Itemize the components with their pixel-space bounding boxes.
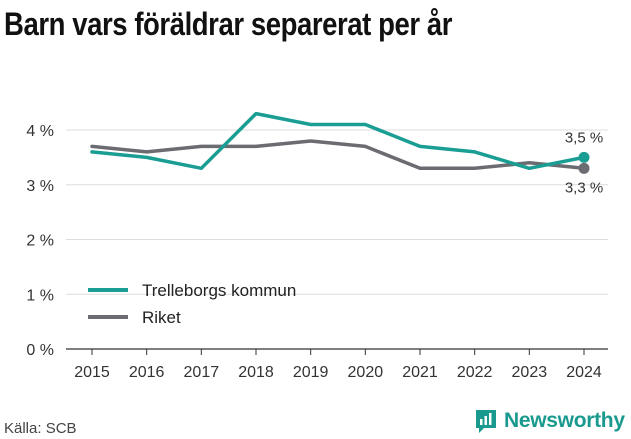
y-tick-label: 1 % [26, 287, 54, 304]
end-value-label: 3,5 % [565, 129, 603, 146]
x-tick-label: 2023 [512, 364, 548, 381]
y-tick-label: 3 % [26, 178, 54, 195]
endpoint-dot-trelleborg [578, 151, 590, 163]
x-tick-label: 2024 [566, 364, 602, 381]
series-line-riket [90, 139, 586, 171]
brand-logo: Newsworthy [474, 408, 625, 434]
y-axis-ticks: 0 % 1 % 2 % 3 % 4 % [26, 123, 54, 359]
brand-name: Newsworthy [504, 409, 625, 432]
y-tick-label: 0 % [26, 342, 54, 359]
chart-title: Barn vars föräldrar separerat per år [4, 6, 453, 42]
end-value-label: 3,3 % [565, 179, 603, 196]
x-tick-label: 2019 [293, 364, 329, 381]
x-tick-label: 2015 [74, 364, 110, 381]
y-tick-label: 4 % [26, 123, 54, 140]
y-tick-label: 2 % [26, 233, 54, 250]
series-endpoints: 3,3 % 3,5 % [565, 129, 603, 196]
x-tick-label: 2018 [238, 364, 274, 381]
newsworthy-chart-bubble-icon [476, 410, 496, 433]
x-tick-label: 2020 [348, 364, 384, 381]
legend-label: Trelleborgs kommun [142, 281, 296, 300]
endpoint-dot-riket [578, 162, 590, 174]
x-tick-label: 2017 [184, 364, 220, 381]
grid-lines [66, 129, 608, 350]
x-tick-label: 2022 [457, 364, 493, 381]
legend-label: Riket [142, 308, 181, 327]
source-note: Källa: SCB [4, 420, 77, 437]
x-axis-ticks: 2015 2016 2017 2018 2019 2020 2021 2022 2023 2024 [74, 349, 602, 381]
x-tick-label: 2021 [402, 364, 438, 381]
x-tick-label: 2016 [129, 364, 165, 381]
series-line-trelleborg [90, 111, 586, 171]
series-lines [90, 111, 586, 171]
legend: Trelleborgs kommun Riket [88, 281, 296, 327]
